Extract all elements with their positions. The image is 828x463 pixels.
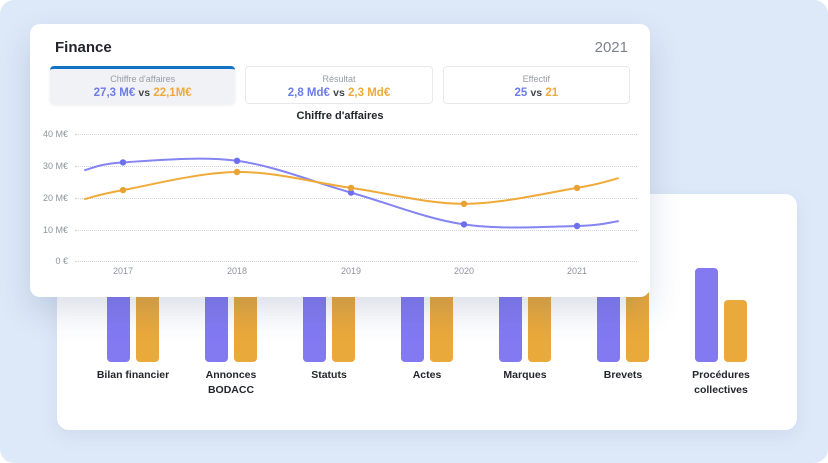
- bar-purple: [401, 290, 424, 362]
- tab-effectif[interactable]: Effectif 25 vs 21: [442, 66, 630, 104]
- data-point-annee-precedente: [233, 168, 241, 176]
- doc-label: Statuts: [311, 369, 347, 381]
- vs-label: vs: [138, 87, 151, 99]
- value-current: 27,3 M€: [93, 87, 136, 99]
- data-point-annee-precedente: [573, 184, 581, 192]
- x-tick: 2020: [453, 266, 475, 276]
- line-chart-plot: 40 M€ 30 M€ 20 M€ 10 M€ 0 € 2017 2018 20…: [30, 114, 650, 297]
- gridline-10: [75, 230, 637, 231]
- doc-group-statuts: Statuts: [294, 194, 364, 430]
- data-point-annee-courante: [460, 221, 468, 228]
- tab-value: 27,3 M€ vs 22,1M€: [50, 87, 235, 99]
- vs-label: vs: [530, 87, 543, 99]
- doc-group-brevets: Brevets: [588, 194, 658, 430]
- x-tick: 2021: [566, 266, 588, 276]
- vs-label: vs: [333, 87, 345, 99]
- tab-value: 25 vs 21: [444, 87, 629, 99]
- doc-group-marques: Marques: [490, 194, 560, 430]
- bar-purple: [205, 290, 228, 362]
- value-current: 25: [514, 87, 528, 99]
- bar-purple: [499, 290, 522, 362]
- bar-orange: [626, 290, 649, 362]
- line-chart-svg: [84, 157, 619, 230]
- gridline-40: [75, 134, 637, 135]
- data-point-annee-precedente: [347, 184, 355, 192]
- doc-group-bilan-financier: Bilan financier: [97, 194, 169, 430]
- finance-card: Finance 2021 Chiffre d'affaires 27,3 M€ …: [30, 24, 650, 297]
- doc-group-actes: Actes: [392, 194, 462, 430]
- tab-chiffre-daffaires[interactable]: Chiffre d'affaires 27,3 M€ vs 22,1M€: [50, 66, 236, 104]
- metric-tabs: Chiffre d'affaires 27,3 M€ vs 22,1M€ Rés…: [50, 66, 630, 104]
- bar-orange: [528, 290, 551, 362]
- gridline-20: [75, 198, 637, 199]
- data-point-annee-precedente: [119, 186, 127, 194]
- value-previous: 22,1M€: [153, 87, 192, 99]
- value-previous: 2,3 Md€: [348, 87, 391, 99]
- y-tick: 40 M€: [42, 129, 68, 139]
- data-point-annee-courante: [233, 157, 241, 164]
- bar-orange: [136, 290, 159, 362]
- bar-purple: [695, 268, 718, 362]
- doc-group-procedures-collectives: Procédures collectives: [686, 194, 756, 430]
- bar-purple: [303, 290, 326, 362]
- tab-resultat[interactable]: Résultat 2,8 Md€ vs 2,3 Md€: [245, 66, 433, 104]
- tab-label: Résultat: [322, 74, 356, 84]
- bar-orange: [234, 290, 257, 362]
- tab-label: Effectif: [522, 74, 550, 84]
- doc-label: Bilan financier: [96, 369, 170, 381]
- tab-label: Chiffre d'affaires: [110, 74, 176, 84]
- data-point-annee-courante: [347, 189, 355, 196]
- bar-orange: [724, 300, 747, 362]
- chart-title: Chiffre d'affaires: [296, 110, 384, 122]
- y-tick: 20 M€: [42, 193, 68, 203]
- doc-group-annonces-bodacc: Annonces BODACC: [196, 194, 266, 430]
- doc-label: Brevets: [603, 369, 643, 381]
- finance-card-header: Finance 2021: [30, 24, 650, 65]
- x-tick: 2019: [340, 266, 362, 276]
- doc-label: Marques: [503, 369, 547, 381]
- doc-label: Procédures collectives: [692, 369, 750, 396]
- doc-label: Annonces BODACC: [205, 369, 257, 396]
- x-tick: 2018: [226, 266, 248, 276]
- value-current: 2,8 Md€: [287, 87, 330, 99]
- y-tick: 30 M€: [42, 161, 68, 171]
- bar-orange: [430, 290, 453, 362]
- y-tick: 0 €: [55, 256, 68, 266]
- x-tick: 2017: [112, 266, 134, 276]
- data-point-annee-courante: [119, 159, 127, 166]
- year-label: 2021: [594, 39, 628, 56]
- gridline-30: [75, 166, 637, 167]
- data-point-annee-courante: [573, 222, 581, 230]
- data-point-annee-precedente: [460, 200, 468, 207]
- doc-label: Actes: [412, 369, 442, 381]
- bar-purple: [597, 290, 620, 362]
- bar-purple: [107, 290, 130, 362]
- card-title: Finance: [55, 39, 112, 56]
- y-tick: 10 M€: [42, 225, 68, 235]
- tab-value: 2,8 Md€ vs 2,3 Md€: [246, 87, 431, 99]
- gridline-0: [75, 261, 637, 262]
- bar-orange: [332, 290, 355, 362]
- value-previous: 21: [545, 87, 559, 99]
